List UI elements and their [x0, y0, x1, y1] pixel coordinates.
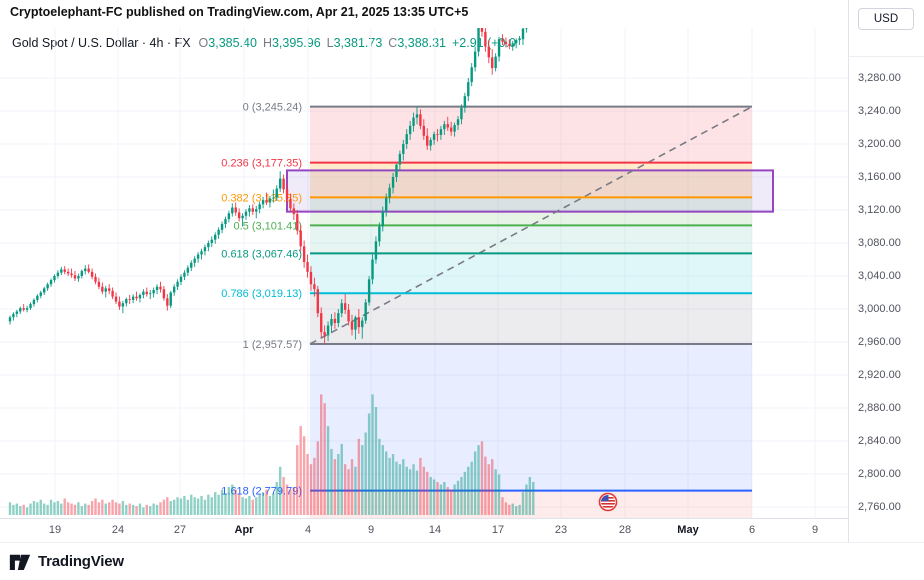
price-tick-label: 2,920.00: [858, 369, 901, 381]
purple-zone-box[interactable]: [286, 169, 774, 213]
price-tick-label: 3,080.00: [858, 237, 901, 249]
volume-layer: [8, 394, 535, 515]
fib-label-0.382: 0.382 (3,135.35): [221, 192, 302, 204]
price-tick-label: 2,960.00: [858, 336, 901, 348]
price-tick-label: 2,840.00: [858, 435, 901, 447]
time-tick-label: 4: [304, 524, 312, 536]
us-flag-marker-icon[interactable]: [598, 492, 618, 512]
price-axis-divider: [849, 56, 924, 57]
ohlc-close-value: 3,388.31: [397, 36, 446, 50]
published-caption: Cryptoelephant-FC published on TradingVi…: [10, 5, 469, 19]
price-chart-canvas[interactable]: 0 (3,245.24) 0.236 (3,177.35) 0.382 (3,135…: [0, 0, 848, 518]
price-tick-label: 3,160.00: [858, 171, 901, 183]
tradingview-wordmark[interactable]: TradingView: [38, 553, 124, 570]
ohlc-open-label: O: [198, 36, 209, 50]
price-tick-label: 3,280.00: [858, 72, 901, 84]
fib-label-0.236: 0.236 (3,177.35): [221, 158, 302, 170]
time-tick-label: 23: [554, 524, 568, 536]
time-tick-label: 9: [367, 524, 375, 536]
price-tick-label: 2,800.00: [858, 468, 901, 480]
tradingview-logo-icon[interactable]: [9, 552, 31, 571]
time-axis[interactable]: 19 24 27 Apr 4 9 14 17 23 28 May 6 9: [0, 518, 848, 543]
fib-label-0.5: 0.5 (3,101.41): [234, 220, 303, 232]
currency-toggle-button[interactable]: USD: [858, 8, 914, 30]
price-tick-label: 3,120.00: [858, 204, 901, 216]
ohlc-low-label: L: [326, 36, 334, 50]
fib-levels-layer[interactable]: 0 (3,245.24) 0.236 (3,177.35) 0.382 (3,135…: [221, 102, 752, 498]
time-tick-label: 17: [491, 524, 505, 536]
ohlc-high-label: H: [262, 36, 272, 50]
fib-label-0.786: 0.786 (3,019.13): [221, 288, 302, 300]
candles-layer: [8, 28, 528, 344]
grid-layer: [0, 28, 848, 518]
fib-label-1: 1 (2,957.57): [243, 339, 302, 351]
fib-label-1.618: 1.618 (2,779.79): [221, 486, 302, 498]
price-axis[interactable]: USD 3,280.00 3,240.00 3,200.00 3,160.00 3,12…: [848, 0, 924, 542]
price-tick-label: 2,880.00: [858, 402, 901, 414]
price-tick-label: 2,760.00: [858, 501, 901, 513]
ohlc-low-value: 3,381.73: [333, 36, 383, 50]
price-tick-label: 3,040.00: [858, 270, 901, 282]
time-tick-label: 9: [811, 524, 819, 536]
time-tick-label: May: [677, 524, 699, 536]
time-tick-label: 19: [48, 524, 62, 536]
symbol-title[interactable]: Gold Spot / U.S. Dollar · 4h · FX: [12, 36, 191, 50]
price-tick-label: 3,000.00: [858, 303, 901, 315]
footer: TradingView: [0, 542, 924, 580]
time-tick-label: 24: [111, 524, 125, 536]
ohlc-close-label: C: [388, 36, 398, 50]
price-tick-label: 3,240.00: [858, 105, 901, 117]
time-tick-label: 6: [748, 524, 756, 536]
time-tick-label: 14: [428, 524, 442, 536]
time-tick-label: 28: [618, 524, 632, 536]
ohlc-open-value: 3,385.40: [208, 36, 257, 50]
time-tick-label: 27: [173, 524, 187, 536]
price-tick-label: 3,200.00: [858, 138, 901, 150]
fib-label-0: 0 (3,245.24): [243, 102, 302, 114]
fib-label-0.618: 0.618 (3,067.46): [221, 248, 302, 260]
time-tick-label: Apr: [234, 524, 254, 536]
